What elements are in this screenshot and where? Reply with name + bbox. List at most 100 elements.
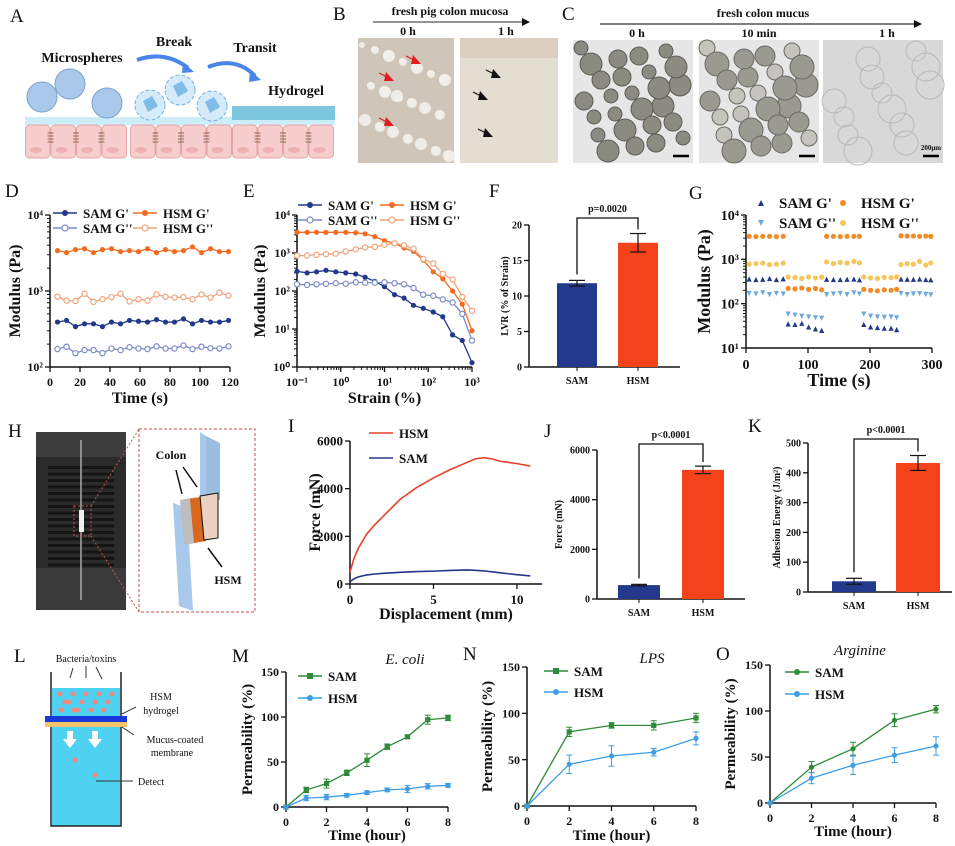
data-point [445,715,451,721]
data-point [881,314,887,321]
y-tick-label: 200 [786,528,801,539]
data-point [364,757,370,763]
panel-letter-e: E [243,181,255,202]
y-tick-label: 0 [757,796,763,810]
legend-label: SAM [815,665,844,680]
swelling-microsphere [771,132,793,154]
microsphere-particle [658,43,674,59]
swelling-microsphere [716,69,738,91]
bacteria-particle [71,707,77,713]
data-point [72,247,79,253]
data-point [830,276,837,283]
x-tick-label: 2 [324,815,330,829]
zoom-connector [90,535,140,613]
y-tick-label: 500 [786,439,801,450]
x-axis-label: Time (hour) [328,828,406,844]
chart-panel-o: 0 50 100 150 0 2 4 6 8 Permeability (%) Time (hour… [723,643,939,840]
bacteria-particle [66,699,72,705]
microsphere-particle [596,139,620,163]
data-point [303,787,309,793]
data-point [861,321,867,328]
panel-letter-i: I [288,416,294,437]
cell-nucleus [81,147,93,153]
series-hsm-g- [746,258,934,282]
legend-label: HSM [574,685,604,700]
x-tick-label: 8 [933,811,939,825]
swelling-microsphere [772,75,798,101]
data-point [904,276,910,282]
bacteria-particle [72,757,78,763]
y-axis-label: Modulus (Pa) [7,245,24,338]
data-point [344,792,350,798]
y-tick-label: 100 [261,710,279,724]
x-tick-label: 20 [74,375,86,389]
data-point [766,233,773,239]
microsphere-particle [663,112,683,132]
data-point [225,317,232,324]
data-point [792,312,798,318]
data-point [891,752,898,758]
legend-label: SAM G'' [779,216,836,232]
y-tick-label: 150 [261,665,279,679]
data-point [780,291,786,297]
data-point [746,233,752,239]
data-point [799,285,805,291]
data-point [162,293,169,300]
data-point [780,276,786,282]
swelling-microsphere [783,42,801,60]
break-arrow [136,54,190,70]
data-point [923,233,929,239]
microsphere-particle [573,40,589,56]
legend-marker [840,200,846,206]
transit-arrow [207,61,257,78]
data-point [785,274,791,280]
data-point [824,233,830,239]
data-point [449,288,456,294]
chart-panel-i: 0 2000 4000 6000 0 5 10 Force (mN) Displacement … [307,426,542,623]
epithelial-cell [50,124,76,159]
swelling-microsphere [767,114,789,136]
data-point [469,328,475,334]
x-tick-label: 0 [524,814,530,828]
sample-specimen [79,510,84,532]
epithelial-cell [25,124,51,159]
panel-letter-b: B [333,4,346,25]
data-point [108,319,115,325]
microsphere-particle [607,106,623,122]
mucus-granule [419,102,431,114]
label-membrane: membrane [151,748,194,759]
y-tick-label: 100 [786,558,801,569]
data-point [225,343,232,350]
swelling-microsphere [789,54,815,80]
data-point [773,290,779,297]
data-point [524,803,530,809]
mucus-granule [371,46,377,52]
data-point [381,284,388,290]
data-point [303,281,311,289]
data-point [216,319,223,325]
microsphere-particle [646,133,666,153]
bacteria-particle [101,707,107,713]
data-point [198,343,205,350]
y-tick-label: 0 [337,577,344,592]
data-point [917,276,923,282]
data-point [785,321,791,327]
data-point [910,276,916,282]
data-point [894,327,900,333]
y-tick-label: 10⁰ [273,360,290,374]
mucosa-photo-0h [358,38,454,163]
data-point [449,332,456,338]
swelling-microsphere [800,129,818,147]
microsphere-particle [629,46,649,66]
x-tick-label: 10³ [464,375,480,389]
legend-item: SAM G' [298,198,374,213]
data-point [881,274,887,281]
microsphere-particle [630,97,654,121]
flow-arrow-icon [63,731,77,748]
legend-item: HSM G'' [840,216,919,232]
series-sam-g- [746,290,934,321]
legend-label: HSM G'' [410,213,460,228]
microsphere [26,81,58,113]
data-point [99,247,106,253]
